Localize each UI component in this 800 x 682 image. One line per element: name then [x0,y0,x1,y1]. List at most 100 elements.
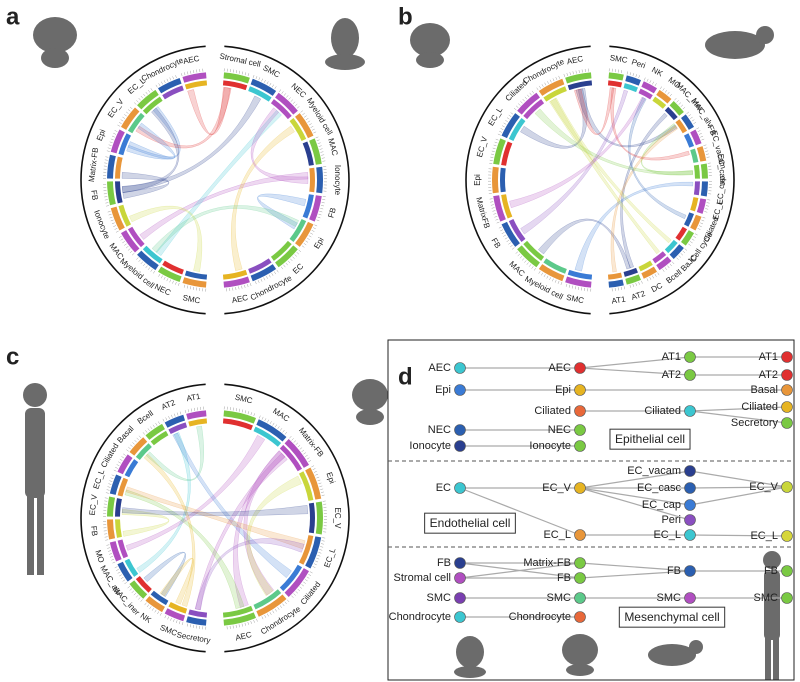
tick [515,105,519,108]
edge [579,570,691,579]
chord [143,551,187,598]
tick [284,431,288,435]
tick [272,84,274,88]
tick [124,581,127,585]
tick [313,471,317,473]
tick [517,253,521,257]
segment-label: Matrix-FB [87,147,100,183]
tick [172,76,174,80]
node-label: Ionocyte [409,440,451,452]
tick [693,122,697,124]
segment-outer [256,419,287,442]
tick [283,264,286,268]
tick [247,73,250,77]
tick [114,130,118,132]
tick [250,283,252,287]
segment-label: Basal [115,424,135,445]
tick [108,483,112,485]
group-label: Mesenchymal cell [624,610,719,624]
node [574,572,586,584]
edge [689,410,788,424]
tick [578,69,580,73]
node [684,514,696,526]
tick [113,469,117,472]
tick [698,133,702,135]
tick [298,249,302,252]
tick [272,610,275,614]
node [684,499,696,511]
tick [317,142,321,144]
node-label: EC_V [542,482,571,494]
tick [155,84,158,88]
tick [258,415,261,419]
tick [543,274,546,278]
segment-outer [120,107,140,130]
segment-inner [523,99,545,120]
node [574,405,586,417]
node-label: AT1 [662,351,681,363]
tick [305,454,308,457]
chord [187,87,231,136]
segment-inner [115,181,123,204]
tick [169,279,171,283]
tick [106,544,110,546]
segment-inner [115,498,122,517]
tick [500,229,504,232]
segment-label: Epi [473,174,482,186]
tick [557,280,560,284]
tick [643,77,646,81]
node [781,401,793,413]
chord [125,486,306,550]
segment-inner [289,118,307,141]
tick [302,112,305,116]
tick [705,208,709,210]
tick [524,96,528,100]
tick [304,115,307,118]
segment-label: Bcell [136,409,156,426]
tick [629,284,631,288]
segment-outer [145,423,165,440]
tick [294,103,298,107]
segment-label: NEC [153,282,172,297]
node-label: EC_casc [637,482,682,494]
tick [546,275,549,279]
tick [109,216,113,219]
tick [649,80,652,84]
tick [140,261,143,265]
tick [178,621,181,625]
edge [579,562,691,572]
edge [689,486,788,489]
segment-outer [305,536,322,569]
tick [184,410,187,414]
species-arc [80,383,206,653]
tick [111,135,115,138]
segment-inner [543,86,567,102]
tick [690,116,693,119]
node [574,482,586,494]
node [574,424,586,436]
tick [322,199,326,201]
segment-inner [683,133,695,148]
tick [235,408,237,412]
node-label: EC_cap [642,499,681,511]
tick [316,139,320,142]
segment-inner [135,443,152,460]
tick [688,243,691,246]
tick [558,75,560,79]
segment-inner [501,194,513,219]
node [684,351,696,363]
tick [641,280,643,284]
node [454,424,466,436]
tick [274,86,277,89]
node [574,384,586,396]
segment-outer [309,138,322,165]
segment-outer [641,81,658,94]
tick [131,590,135,594]
tick [173,413,176,417]
tick [574,286,577,290]
tick [107,147,111,149]
segment-outer [493,195,506,222]
tick [119,574,122,577]
tick [299,586,303,589]
segment-inner [690,197,699,212]
